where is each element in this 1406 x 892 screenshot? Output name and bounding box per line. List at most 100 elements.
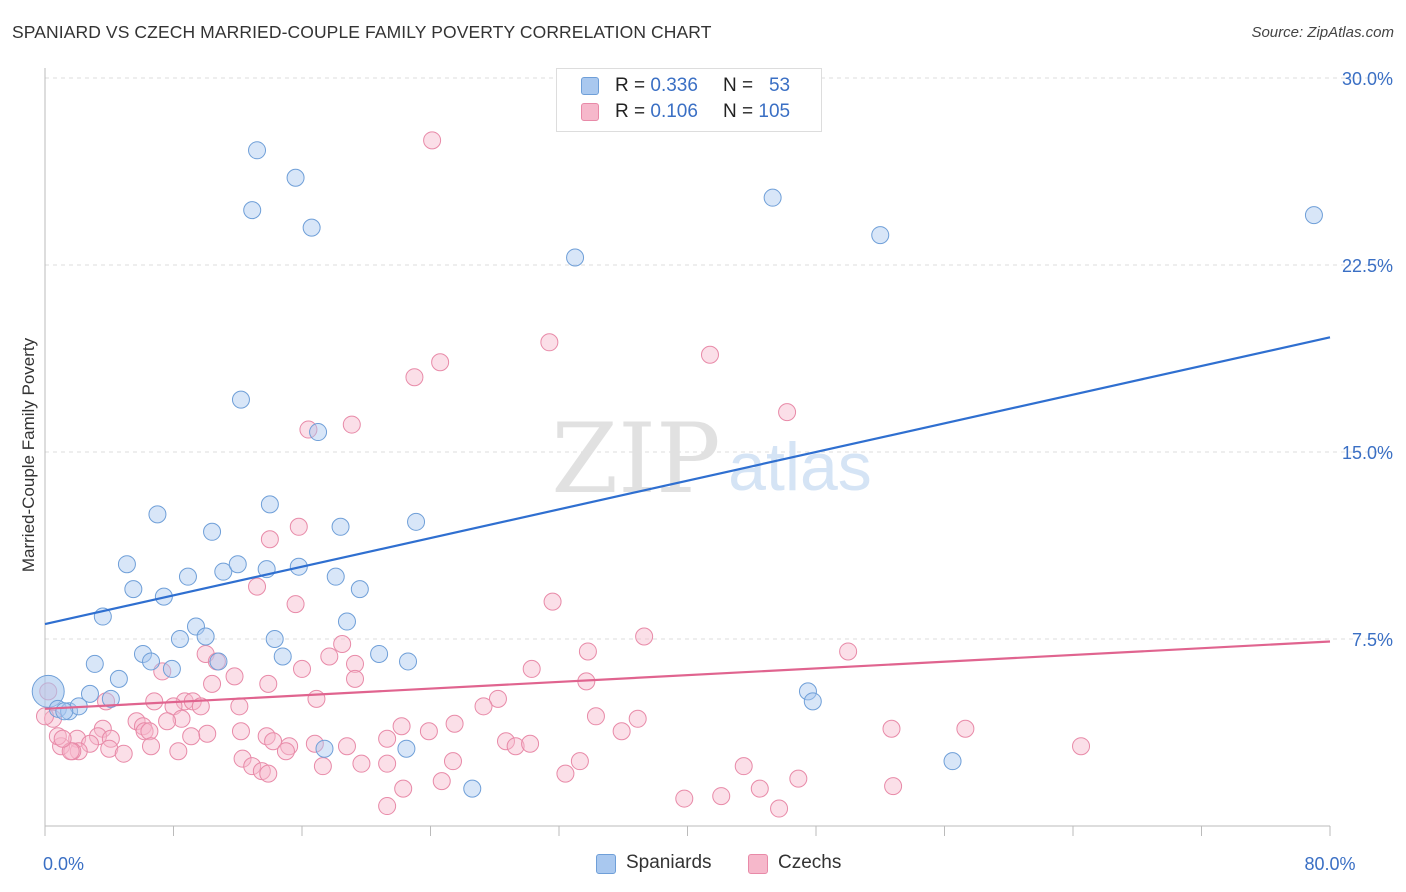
- spaniard-point-52: [943, 752, 962, 771]
- czech-point-15: [839, 642, 858, 661]
- czech-point-10: [248, 577, 267, 596]
- czechs-legend-label: Czechs: [778, 852, 842, 873]
- spaniard-point-42: [31, 674, 65, 708]
- czech-point-67: [305, 734, 324, 753]
- czech-point-97: [750, 779, 769, 798]
- spaniard-point-29: [265, 630, 284, 648]
- czech-point-64: [100, 739, 119, 758]
- czech-point-95: [394, 779, 413, 798]
- spaniard-point-15: [117, 555, 136, 574]
- n-value: 53: [768, 75, 791, 96]
- spaniard-point-39: [109, 669, 128, 688]
- spaniard-point-51: [463, 779, 482, 798]
- x-tick-label-min: 0.0%: [43, 854, 84, 874]
- czech-point-24: [225, 667, 244, 686]
- y-axis-label: Married-Couple Family Poverty: [19, 337, 38, 572]
- czech-point-86: [443, 752, 462, 771]
- spaniards-r: R = 0.336: [615, 75, 698, 97]
- czech-point-20: [293, 659, 311, 678]
- czech-point-1: [540, 333, 559, 352]
- czech-point-61: [80, 734, 99, 753]
- spaniard-point-34: [162, 659, 181, 678]
- spaniard-point-16: [178, 567, 197, 586]
- czech-point-65: [142, 737, 161, 756]
- czechs-legend-swatch: [748, 854, 768, 874]
- spaniard-point-4: [566, 248, 585, 267]
- spaniard-point-22: [124, 580, 143, 599]
- spaniard-point-40: [80, 684, 99, 703]
- spaniard-point-49: [315, 739, 334, 758]
- czech-point-79: [114, 744, 133, 763]
- czech-point-101: [884, 777, 903, 796]
- spaniard-point-47: [798, 682, 817, 701]
- r-label: R =: [615, 101, 646, 122]
- spaniard-point-6: [871, 226, 890, 245]
- czech-point-21: [346, 654, 365, 673]
- czech-point-9: [260, 530, 279, 549]
- czech-point-99: [378, 797, 397, 816]
- spaniard-point-5: [763, 188, 782, 207]
- spaniard-point-33: [142, 652, 161, 671]
- czech-point-43: [172, 709, 191, 728]
- czech-point-73: [882, 719, 901, 738]
- spaniard-point-9: [309, 423, 328, 442]
- czech-point-50: [198, 724, 217, 743]
- czech-point-4: [405, 368, 424, 387]
- czech-point-74: [956, 719, 975, 738]
- spaniard-point-48: [803, 692, 822, 711]
- n-value: 105: [758, 101, 791, 122]
- czech-point-75: [1072, 737, 1091, 756]
- spaniards-n: N = 53: [723, 75, 790, 97]
- trend-lines: [44, 336, 1331, 710]
- czech-point-27: [259, 674, 278, 693]
- czech-point-38: [474, 697, 493, 716]
- czechs-swatch: [581, 103, 599, 121]
- czech-point-81: [276, 742, 295, 761]
- czech-point-82: [233, 749, 252, 768]
- czech-point-88: [243, 757, 262, 776]
- spaniard-point-32: [85, 654, 104, 673]
- czech-point-37: [488, 689, 507, 708]
- czech-point-70: [506, 737, 525, 756]
- correlation-legend: R = 0.336 N = 53 R = 0.106 N = 105: [556, 68, 822, 132]
- spaniard-point-13: [331, 517, 350, 536]
- spaniard-point-7: [1304, 206, 1323, 225]
- czech-point-16: [578, 642, 597, 661]
- czech-point-7: [342, 415, 361, 434]
- spaniard-point-12: [203, 522, 222, 541]
- spaniards-legend-label: Spaniards: [626, 852, 712, 873]
- spaniard-point-11: [260, 495, 279, 514]
- spaniard-point-18: [228, 555, 247, 574]
- y-axis-tick-labels: 7.5% 15.0% 22.5% 30.0%: [1342, 69, 1393, 650]
- czechs-n: N = 105: [723, 101, 790, 123]
- r-value: 0.336: [650, 75, 698, 96]
- spaniard-point-21: [326, 567, 345, 586]
- spaniard-point-17: [214, 562, 233, 581]
- spaniard-point-30: [337, 612, 356, 631]
- spaniard-point-2: [243, 201, 262, 220]
- czech-point-8: [289, 517, 308, 536]
- czech-point-2: [700, 345, 719, 364]
- czech-point-36: [307, 689, 326, 708]
- spaniard-point-1: [286, 168, 305, 187]
- czech-point-13: [635, 627, 654, 646]
- czechs-trend-line: [44, 640, 1331, 710]
- spaniards-trend-line: [44, 336, 1331, 626]
- spaniard-point-14: [407, 512, 426, 531]
- czech-point-66: [280, 737, 299, 756]
- czech-point-44: [158, 712, 177, 731]
- spaniard-point-41: [101, 689, 120, 708]
- czech-point-85: [378, 754, 397, 773]
- grid-lines: [45, 77, 1392, 640]
- spaniard-point-35: [209, 652, 228, 671]
- spaniard-point-26: [186, 617, 205, 636]
- r-value: 0.106: [650, 101, 698, 122]
- x-tick-label-max: 80.0%: [1304, 854, 1355, 874]
- czech-point-71: [521, 734, 540, 753]
- czech-point-58: [419, 722, 438, 741]
- czech-point-87: [570, 752, 589, 771]
- y-tick-label-2: 22.5%: [1342, 256, 1393, 276]
- series-legend: Spaniards Czechs: [0, 852, 1406, 876]
- czech-point-55: [182, 727, 201, 746]
